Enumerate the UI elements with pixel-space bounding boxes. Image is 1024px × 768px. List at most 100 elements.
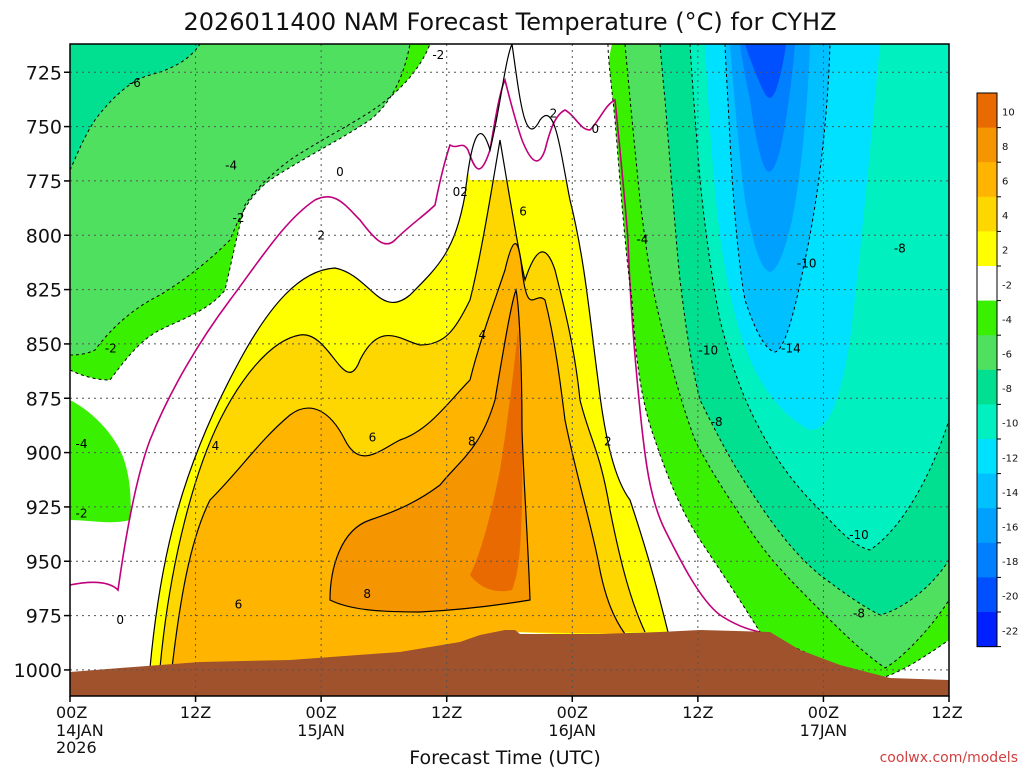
temp-band-minus2c-sw <box>70 400 131 523</box>
contour-label-1: -2 <box>432 48 444 62</box>
colorbar-label-15: -22 <box>1002 626 1018 637</box>
colorbar-swatch-3 <box>977 196 997 232</box>
contour-label-23: -2 <box>76 506 88 520</box>
colorbar-label-8: -8 <box>1002 384 1012 395</box>
contour-label-7: 6 <box>519 204 527 218</box>
contour-0c-east <box>627 239 761 633</box>
contour-minus6c-west <box>70 44 201 171</box>
colorbar-swatch-11 <box>977 473 997 509</box>
contour-label-12: -8 <box>894 241 906 255</box>
plot-frame <box>69 43 950 697</box>
colorbar-swatch-6 <box>977 300 997 336</box>
colorbar-label-14: -20 <box>1002 592 1018 603</box>
contour-2c <box>149 44 669 669</box>
temp-band-minus4c-west <box>70 44 410 355</box>
contour-label-24: -10 <box>849 528 869 542</box>
y-tick-label-925: 925 <box>26 497 62 519</box>
colorbar-swatch-7 <box>977 335 997 371</box>
x-tick-label-7: 12Z <box>931 703 962 722</box>
colorbar-label-13: -18 <box>1002 557 1018 568</box>
contour-label-27: 8 <box>363 587 371 601</box>
x-tick-label-0: 00Z <box>56 703 87 722</box>
temp-band-0c-top <box>430 44 612 180</box>
x-tick-sublabel-4-0: 16JAN <box>548 721 596 740</box>
contour-label-18: -4 <box>76 437 88 451</box>
contour-label-19: 4 <box>212 439 220 453</box>
contour-minus14c-east <box>724 44 831 353</box>
temp-band-minus6c-west <box>70 44 200 170</box>
colorbar-label-12: -16 <box>1002 523 1018 534</box>
x-tick-label-2: 00Z <box>305 703 336 722</box>
y-tick-label-775: 775 <box>26 171 62 193</box>
contour-label-22: 2 <box>604 435 612 449</box>
y-tick-label-800: 800 <box>26 225 62 247</box>
x-tick-sublabel-6-0: 17JAN <box>800 721 848 740</box>
x-tick-label-6: 00Z <box>808 703 839 722</box>
colorbar-label-4: 2 <box>1002 246 1008 257</box>
temp-band-8c <box>330 290 530 612</box>
contour-label-5: 0 <box>336 165 344 179</box>
colorbar-swatch-0 <box>977 93 997 129</box>
colorbar-label-11: -14 <box>1002 488 1018 499</box>
contour-minus10c-east <box>689 44 949 551</box>
contour-label-0: -6 <box>129 76 141 90</box>
contour-minus2c-west <box>70 44 431 381</box>
y-tick-label-825: 825 <box>26 280 62 302</box>
x-axis-label: Forecast Time (UTC) <box>409 747 600 768</box>
contour-minus2c-east <box>607 44 949 681</box>
contour-label-10: -4 <box>636 233 648 247</box>
x-tick-label-1: 12Z <box>180 703 211 722</box>
contour-label-8: -2 <box>232 211 244 225</box>
colorbar-label-10: -12 <box>1002 453 1018 464</box>
contour-label-28: -8 <box>853 606 865 620</box>
colorbar-swatch-13 <box>977 542 997 578</box>
colorbar-swatch-1 <box>977 127 997 163</box>
y-tick-label-725: 725 <box>26 62 62 84</box>
contour-minus8c-east <box>659 44 949 616</box>
contour-label-26: 6 <box>235 598 243 612</box>
contour-label-16: -2 <box>105 341 117 355</box>
contour-label-11: -10 <box>797 257 817 271</box>
colorbar: 10 8 6 4 2 -2 -4 -6 -8 -10 -12 -14 -16 -18 -20 -22 <box>976 92 1018 648</box>
y-tick-label-900: 900 <box>26 443 62 465</box>
y-tick-label-875: 875 <box>26 388 62 410</box>
contour-labels: -6 -2 2 0 -4 0 02 6 -2 2 -4 -10 -8 4 -10 -14 -2 -8 -4 4 6 8 2 -… <box>76 48 906 627</box>
colorbar-label-7: -6 <box>1002 350 1012 361</box>
colorbar-swatch-10 <box>977 439 997 475</box>
temp-band-10c <box>470 330 523 592</box>
x-tick-sublabel-0-1: 2026 <box>56 738 97 757</box>
colorbar-label-2: 6 <box>1002 177 1008 188</box>
contour-label-2: 2 <box>550 107 558 121</box>
contour-label-6: 02 <box>453 185 468 199</box>
temp-band-minus20c-east <box>745 44 786 98</box>
contour-minus4c-east <box>624 44 949 669</box>
contour-label-3: 0 <box>591 122 599 136</box>
contour-label-4: -4 <box>225 159 237 173</box>
colorbar-swatch-15 <box>977 612 997 648</box>
y-tick-label-950: 950 <box>26 551 62 573</box>
colorbar-label-5: -2 <box>1002 280 1012 291</box>
y-axis: 725 750 775 800 825 850 875 900 925 950 975 1000 <box>14 62 70 682</box>
credit-text: coolwx.com/models <box>880 750 1018 766</box>
terrain-fill <box>70 630 949 696</box>
colorbar-swatch-9 <box>977 404 997 440</box>
colorbar-swatch-4 <box>977 231 997 267</box>
temp-band-minus18c-east <box>740 44 795 172</box>
x-tick-sublabel-0-0: 14JAN <box>56 721 104 740</box>
x-tick-label-5: 12Z <box>682 703 713 722</box>
chart-title: 2026011400 NAM Forecast Temperature (°C)… <box>183 8 836 36</box>
colorbar-label-6: -4 <box>1002 315 1012 326</box>
colorbar-swatch-14 <box>977 577 997 613</box>
colorbar-label-0: 10 <box>1002 107 1015 118</box>
colorbar-swatch-12 <box>977 508 997 544</box>
colorbar-label-9: -10 <box>1002 419 1018 430</box>
x-tick-label-4: 00Z <box>557 703 588 722</box>
y-tick-label-975: 975 <box>26 606 62 628</box>
contour-label-9: 2 <box>317 228 325 242</box>
contour-6c <box>171 243 626 669</box>
grid-lines <box>70 44 949 696</box>
colorbar-swatch-2 <box>977 162 997 198</box>
contour-label-21: 8 <box>468 435 476 449</box>
